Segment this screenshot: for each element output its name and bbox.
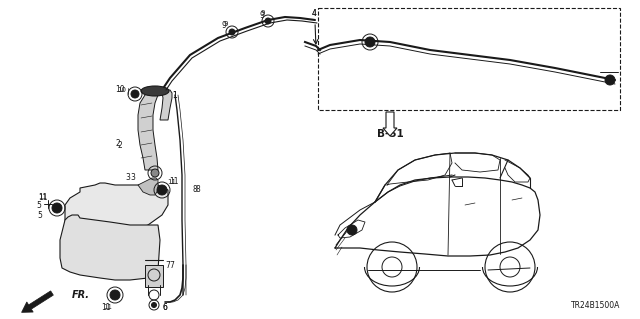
Text: 11: 11 xyxy=(38,192,48,202)
Circle shape xyxy=(151,169,159,177)
Ellipse shape xyxy=(141,86,169,96)
Text: 4: 4 xyxy=(312,10,316,19)
Text: 11: 11 xyxy=(168,179,177,185)
Polygon shape xyxy=(65,183,168,238)
Bar xyxy=(318,8,620,110)
FancyArrow shape xyxy=(383,112,397,136)
Text: 4: 4 xyxy=(312,10,316,19)
Text: 11: 11 xyxy=(104,304,113,310)
Circle shape xyxy=(131,90,139,98)
Circle shape xyxy=(265,18,271,24)
Text: 2: 2 xyxy=(116,138,120,147)
Text: 10: 10 xyxy=(115,85,125,93)
Text: TR24B1500A: TR24B1500A xyxy=(571,301,620,310)
Text: FR.: FR. xyxy=(72,290,90,300)
Circle shape xyxy=(152,302,157,308)
Text: 11: 11 xyxy=(101,302,111,311)
Circle shape xyxy=(605,75,615,85)
Circle shape xyxy=(52,203,62,213)
Text: 9: 9 xyxy=(221,20,227,29)
Text: 1: 1 xyxy=(173,91,177,100)
Text: 11: 11 xyxy=(38,194,47,200)
Text: 3: 3 xyxy=(131,173,136,182)
FancyArrow shape xyxy=(22,291,53,312)
Text: 9: 9 xyxy=(224,21,228,27)
Text: 8: 8 xyxy=(193,186,197,195)
Circle shape xyxy=(110,290,120,300)
Text: 5: 5 xyxy=(36,201,42,210)
Text: 2: 2 xyxy=(118,140,122,150)
Text: B-51: B-51 xyxy=(376,129,403,139)
Text: 5: 5 xyxy=(38,211,42,219)
Text: 10: 10 xyxy=(118,87,127,93)
Circle shape xyxy=(365,37,375,47)
Text: 6: 6 xyxy=(163,303,168,313)
Text: 3: 3 xyxy=(125,173,131,182)
Text: 1: 1 xyxy=(173,91,177,100)
Polygon shape xyxy=(138,90,172,170)
Text: 9: 9 xyxy=(260,11,264,19)
Text: 6: 6 xyxy=(163,303,168,313)
Polygon shape xyxy=(138,178,158,195)
Text: 11: 11 xyxy=(169,177,179,187)
Text: 9: 9 xyxy=(260,10,265,16)
Circle shape xyxy=(157,185,167,195)
Text: 7: 7 xyxy=(166,261,170,270)
Circle shape xyxy=(229,29,235,35)
Text: 7: 7 xyxy=(170,261,175,270)
Polygon shape xyxy=(60,215,160,280)
Text: 8: 8 xyxy=(196,186,200,195)
Circle shape xyxy=(347,225,357,235)
Bar xyxy=(145,265,163,287)
